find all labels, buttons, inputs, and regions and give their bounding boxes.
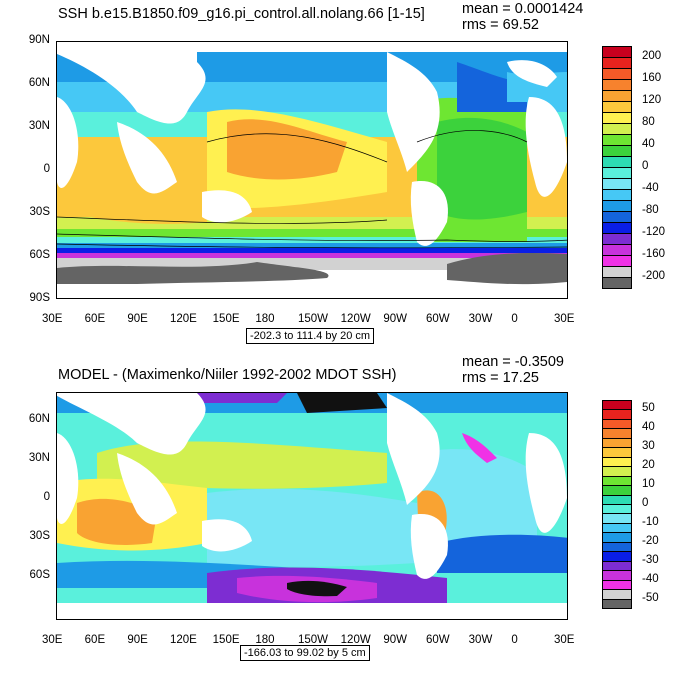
top-lon-tick-label: 30E [42, 313, 63, 325]
bottom-lon-tick-label: 0 [511, 634, 518, 646]
bottom-lon-tick-label: 90W [383, 634, 407, 646]
bottom-colorbar-label: 40 [642, 421, 655, 434]
bottom-colorbar-label: -10 [642, 515, 659, 528]
top-colorbar-label: -40 [642, 182, 659, 194]
top-lon-tick-label: 60E [84, 313, 106, 325]
bottom-colorbar-label: -30 [642, 553, 659, 566]
top-lat-tick-label: 90N [28, 34, 50, 46]
bottom-colorbar-label: -20 [642, 534, 659, 547]
bottom-lon-tick-label: 60W [426, 634, 450, 646]
top-map-title: SSH b.e15.B1850.f09_g16.pi_control.all.n… [58, 6, 425, 22]
top-colorbar-label: 200 [642, 50, 662, 62]
top-map-plot-area [56, 41, 568, 299]
bottom-lon-tick-label: 150E [212, 634, 240, 646]
bottom-mean-value: mean = -0.3509 [462, 354, 564, 370]
bottom-lat-tick-label: 30S [29, 530, 50, 542]
bottom-lon-tick-label: 150W [298, 634, 329, 646]
bottom-map-title: MODEL - (Maximenko/Niiler 1992-2002 MDOT… [58, 367, 397, 383]
bottom-colorbar-label: -40 [642, 572, 659, 585]
bottom-colorbar-swatch [602, 598, 632, 609]
top-colorbar-label: -120 [642, 226, 666, 238]
top-lat-tick-label: 0 [43, 163, 50, 175]
top-colorbar-label: 40 [642, 138, 655, 150]
bottom-colorbar-label: 0 [642, 497, 649, 509]
bottom-colorbar-label: 50 [642, 402, 655, 415]
top-colorbar-label: -80 [642, 204, 659, 216]
top-lat-tick-label: 30S [29, 206, 50, 218]
top-lat-tick-label: 30N [28, 120, 50, 132]
bottom-lat-tick-label: 60N [28, 413, 50, 425]
top-lon-tick-label: 60W [426, 313, 450, 325]
bottom-contour-range-label: -166.03 to 99.02 by 5 cm [240, 645, 370, 661]
top-map-panel: SSH b.e15.B1850.f09_g16.pi_control.all.n… [0, 0, 700, 345]
bottom-lat-tick-label: 60S [29, 569, 50, 581]
top-lon-tick-label: 120E [170, 313, 197, 325]
top-colorbar: 200 160 120 80 40 0 -40 -80 -120 -160 -200 [602, 46, 665, 289]
top-colorbar-label: 80 [642, 116, 655, 128]
top-colorbar-label: 160 [642, 72, 662, 84]
top-colorbar-label: 120 [642, 94, 662, 106]
bottom-ssh-difference-field [57, 393, 567, 619]
bottom-colorbar-label: 10 [642, 478, 655, 491]
top-lon-tick-label: 0 [511, 313, 518, 325]
bottom-lon-tick-label: 30W [468, 634, 493, 646]
bottom-map-panel: MODEL - (Maximenko/Niiler 1992-2002 MDOT… [0, 350, 700, 700]
bottom-lon-tick-label: 120W [340, 634, 371, 646]
bottom-lon-tick-label: 180 [255, 634, 275, 646]
top-lon-tick-label: 30W [468, 313, 493, 325]
bottom-lon-tick-label: 30E [554, 634, 575, 646]
top-contour-range-label: -202.3 to 111.4 by 20 cm [246, 328, 375, 344]
bottom-map-plot-area [56, 392, 568, 620]
top-lon-tick-label: 150W [298, 313, 329, 325]
top-colorbar-swatch [602, 277, 632, 289]
bottom-lon-tick-label: 90E [127, 634, 148, 646]
bottom-lon-tick-label: 60E [84, 634, 106, 646]
top-ssh-field [57, 42, 567, 298]
top-lon-tick-label: 90W [383, 313, 407, 325]
top-lon-tick-label: 120W [340, 313, 371, 325]
bottom-colorbar-label: 30 [642, 440, 655, 453]
top-lat-tick-label: 90S [29, 292, 50, 304]
bottom-colorbar-label: 20 [642, 459, 655, 472]
top-lon-tick-label: 150E [212, 313, 240, 325]
bottom-colorbar-label: -50 [642, 591, 659, 604]
top-mean-value: mean = 0.0001424 [462, 1, 584, 17]
top-lon-tick-label: 180 [255, 313, 275, 325]
bottom-rms-value: rms = 17.25 [462, 370, 539, 386]
top-lon-tick-label: 90E [127, 313, 148, 325]
bottom-lat-tick-label: 0 [43, 491, 50, 503]
top-colorbar-label: 0 [642, 160, 649, 172]
top-colorbar-label: -200 [642, 270, 666, 282]
top-rms-value: rms = 69.52 [462, 17, 539, 33]
top-lon-tick-label: 30E [554, 313, 575, 325]
top-lat-tick-label: 60N [28, 77, 50, 89]
bottom-lat-tick-label: 30N [28, 452, 50, 464]
bottom-colorbar: 50 40 30 20 10 0 -10 -20 -30 -40 -50 [602, 400, 659, 609]
bottom-lon-tick-label: 30E [42, 634, 63, 646]
bottom-lon-tick-label: 120E [170, 634, 197, 646]
top-lat-tick-label: 60S [29, 249, 50, 261]
top-colorbar-label: -160 [642, 248, 666, 260]
